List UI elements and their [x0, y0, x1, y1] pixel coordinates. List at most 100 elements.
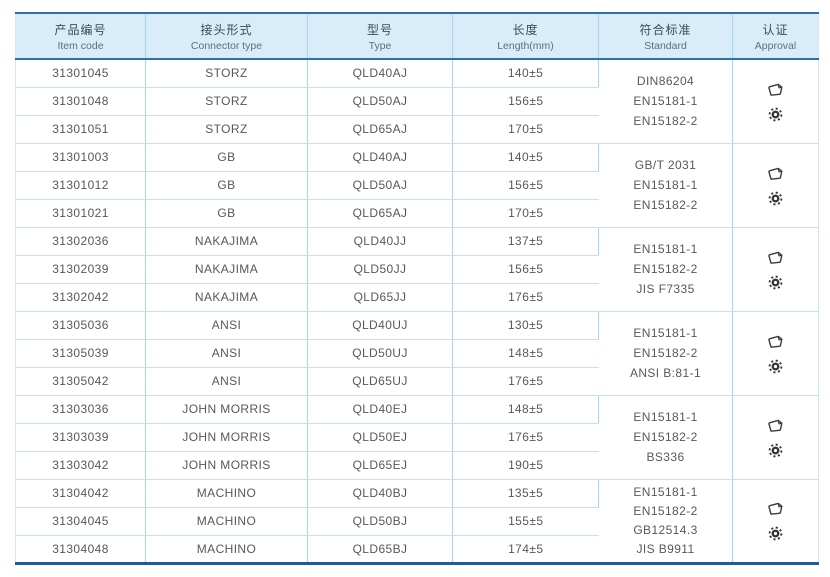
- standard-line: EN15181-1: [633, 410, 698, 424]
- header-en: Connector type: [190, 39, 263, 52]
- type-cell: QLD40UJ: [307, 311, 453, 340]
- item-code-cell: 31301012: [15, 171, 146, 200]
- table-row: 31305042 ANSI QLD65UJ 176±5: [15, 367, 819, 396]
- header-zh: 型号: [366, 22, 393, 37]
- standard-cell: GB/T 2031 EN15181-1 EN15182-2: [598, 143, 733, 228]
- standard-line: BS336: [646, 450, 685, 464]
- length-cell: 140±5: [452, 59, 599, 88]
- type-cell: QLD40BJ: [307, 479, 453, 508]
- type-cell: QLD40JJ: [307, 227, 453, 256]
- length-cell: 156±5: [452, 255, 599, 284]
- gear-seal-icon: [768, 526, 783, 541]
- length-cell: 148±5: [452, 395, 599, 424]
- connector-type-cell: MACHINO: [145, 535, 308, 564]
- item-code-cell: 31301048: [15, 87, 146, 116]
- standard-line: EN15181-1: [633, 326, 698, 340]
- certificate-stamp-icon: [766, 81, 785, 98]
- standard-line: EN15181-1: [633, 484, 698, 499]
- standard-line: EN15181-1: [633, 94, 698, 109]
- table-row: 31302042 NAKAJIMA QLD65JJ 176±5: [15, 283, 819, 312]
- table-row: 31304042 MACHINO QLD40BJ 135±5 EN15181-1…: [15, 479, 819, 564]
- connector-type-cell: STORZ: [145, 87, 308, 116]
- standard-line: EN15182-2: [633, 198, 698, 212]
- type-cell: QLD65EJ: [307, 451, 453, 480]
- connector-type-cell: JOHN MORRIS: [145, 451, 308, 480]
- type-cell: QLD65AJ: [307, 115, 453, 144]
- certificate-stamp-icon: [766, 500, 785, 517]
- standard-line: DIN86204: [636, 74, 695, 89]
- approval-icons: [733, 81, 818, 122]
- type-cell: QLD65BJ: [307, 535, 453, 564]
- standard-line: EN15181-1: [633, 242, 698, 256]
- table-row: 31304048 MACHINO QLD65BJ 174±5: [15, 535, 819, 564]
- header-row: 产品编号 Item code 接头形式 Connector type 型号 Ty…: [15, 12, 819, 60]
- standard-line: EN15182-2: [633, 503, 698, 518]
- item-code-cell: 31304045: [15, 507, 146, 536]
- header-en: Length(mm): [497, 39, 554, 52]
- connector-type-cell: MACHINO: [145, 479, 308, 508]
- length-cell: 190±5: [452, 451, 599, 480]
- length-cell: 170±5: [452, 199, 599, 228]
- type-cell: QLD65UJ: [307, 367, 453, 396]
- item-code-cell: 31304048: [15, 535, 146, 564]
- standard-line: EN15182-2: [633, 430, 698, 444]
- length-cell: 174±5: [452, 535, 599, 564]
- table-row: 31303042 JOHN MORRIS QLD65EJ 190±5: [15, 451, 819, 480]
- standard-line: JIS B9911: [636, 541, 695, 556]
- gear-seal-icon: [768, 191, 783, 206]
- type-cell: QLD65AJ: [307, 199, 453, 228]
- type-cell: QLD50AJ: [307, 87, 453, 116]
- header-en: Standard: [644, 39, 687, 52]
- item-code-cell: 31303042: [15, 451, 146, 480]
- certificate-stamp-icon: [766, 165, 785, 182]
- standard-line: GB/T 2031: [634, 158, 697, 172]
- connector-type-cell: STORZ: [145, 59, 308, 88]
- length-cell: 155±5: [452, 507, 599, 536]
- length-cell: 156±5: [452, 171, 599, 200]
- approval-cell: [732, 311, 819, 396]
- connector-type-cell: ANSI: [145, 311, 308, 340]
- connector-type-cell: GB: [145, 171, 308, 200]
- length-cell: 135±5: [452, 479, 599, 508]
- connector-type-cell: MACHINO: [145, 507, 308, 536]
- table-row: 31305039 ANSI QLD50UJ 148±5: [15, 339, 819, 368]
- item-code-cell: 31305039: [15, 339, 146, 368]
- table-row: 31301003 GB QLD40AJ 140±5 GB/T 2031 EN15…: [15, 143, 819, 228]
- approval-cell: [732, 59, 819, 144]
- approval-icons: [733, 500, 818, 541]
- item-code-cell: 31301021: [15, 199, 146, 228]
- header-zh: 产品编号: [54, 22, 107, 37]
- type-cell: QLD50AJ: [307, 171, 453, 200]
- header-zh: 接头形式: [200, 22, 253, 37]
- header-zh: 长度: [512, 22, 539, 37]
- header-en: Approval: [754, 39, 797, 52]
- item-code-cell: 31302039: [15, 255, 146, 284]
- column-header-item-code: 产品编号 Item code: [15, 12, 146, 60]
- approval-cell: [732, 479, 819, 564]
- type-cell: QLD40AJ: [307, 59, 453, 88]
- certificate-stamp-icon: [766, 249, 785, 266]
- standard-cell: DIN86204 EN15181-1 EN15182-2: [598, 59, 733, 144]
- approval-cell: [732, 395, 819, 480]
- length-cell: 176±5: [452, 283, 599, 312]
- standard-line: EN15182-2: [633, 346, 698, 360]
- header-en: Type: [368, 39, 392, 52]
- standard-cell: EN15181-1 EN15182-2 ANSI B:81-1: [598, 311, 733, 396]
- type-cell: QLD50BJ: [307, 507, 453, 536]
- type-cell: QLD40EJ: [307, 395, 453, 424]
- item-code-cell: 31304042: [15, 479, 146, 508]
- column-header-standard: 符合标准 Standard: [598, 12, 733, 60]
- header-zh: 符合标准: [639, 22, 692, 37]
- product-table: 产品编号 Item code 接头形式 Connector type 型号 Ty…: [15, 12, 819, 565]
- type-cell: QLD50JJ: [307, 255, 453, 284]
- length-cell: 137±5: [452, 227, 599, 256]
- certificate-stamp-icon: [766, 333, 785, 350]
- table-row: 31304045 MACHINO QLD50BJ 155±5: [15, 507, 819, 536]
- type-cell: QLD40AJ: [307, 143, 453, 172]
- connector-type-cell: JOHN MORRIS: [145, 423, 308, 452]
- item-code-cell: 31303039: [15, 423, 146, 452]
- connector-type-cell: STORZ: [145, 115, 308, 144]
- standard-line: ANSI B:81-1: [629, 366, 702, 380]
- connector-type-cell: JOHN MORRIS: [145, 395, 308, 424]
